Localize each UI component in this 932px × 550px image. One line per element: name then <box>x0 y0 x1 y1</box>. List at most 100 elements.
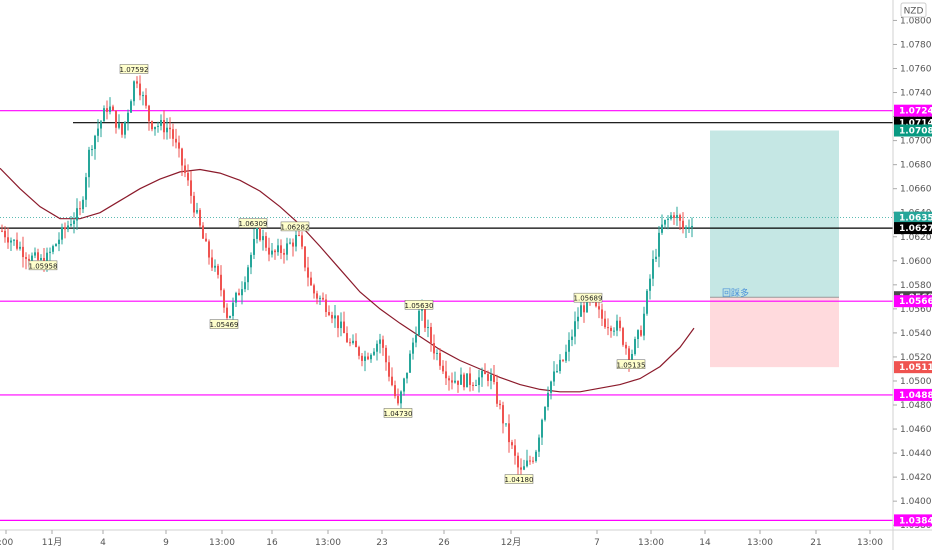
candle <box>664 219 666 229</box>
pivot-annotation: 1.04730 <box>384 408 412 418</box>
y-tick-label: 1.08000 <box>900 16 932 26</box>
position-loss-zone[interactable] <box>710 297 839 368</box>
candle <box>427 319 429 338</box>
candle <box>274 249 276 260</box>
candle <box>136 76 138 89</box>
candle <box>415 326 417 348</box>
pivot-annotation: 1.05958 <box>29 260 57 270</box>
candle <box>652 250 654 287</box>
candle <box>271 242 273 258</box>
price-axis-label: 1.05115 <box>894 361 932 374</box>
y-tick-label: 1.04200 <box>900 473 932 483</box>
svg-text:1.06309: 1.06309 <box>239 220 268 228</box>
candle <box>268 237 270 262</box>
candle <box>526 449 528 468</box>
candle <box>376 340 378 361</box>
candle <box>283 248 285 264</box>
candle <box>493 365 495 385</box>
candle <box>649 274 651 300</box>
svg-text:1.04180: 1.04180 <box>505 476 534 484</box>
y-tick-label: 1.07600 <box>900 65 932 75</box>
candle <box>118 114 120 130</box>
y-tick-label: 1.04800 <box>900 401 932 411</box>
y-tick-label: 1.05400 <box>900 329 932 339</box>
long-position-tool[interactable]: 回踩多 <box>710 130 839 368</box>
candle <box>334 305 336 328</box>
candle <box>304 246 306 272</box>
candle <box>559 354 561 374</box>
candle <box>121 122 123 138</box>
candle <box>349 338 351 347</box>
svg-text:1.05664: 1.05664 <box>899 297 932 307</box>
candle <box>259 225 261 242</box>
candle <box>439 348 441 370</box>
candle <box>286 237 288 261</box>
candle <box>25 252 27 270</box>
candle <box>622 326 624 347</box>
y-tick-label: 1.04600 <box>900 425 932 435</box>
candle <box>472 382 474 391</box>
candle <box>79 201 81 216</box>
candle <box>301 231 303 250</box>
candle <box>151 120 153 132</box>
candle <box>565 344 567 363</box>
candle <box>337 315 339 338</box>
price-axis-label: 1.05664 <box>894 295 932 308</box>
position-profit-zone[interactable] <box>710 130 839 298</box>
candle <box>574 311 576 345</box>
candle <box>181 147 183 177</box>
svg-text:1.03840: 1.03840 <box>899 516 932 526</box>
candle <box>55 243 57 247</box>
candle <box>163 110 165 140</box>
candle <box>691 217 693 238</box>
candle <box>619 316 621 332</box>
candle <box>682 212 684 234</box>
svg-text:1.07149: 1.07149 <box>899 119 932 129</box>
candle <box>190 170 192 204</box>
candle <box>211 249 213 271</box>
candle <box>7 227 9 249</box>
candle <box>358 345 360 360</box>
candle <box>172 123 174 147</box>
candle <box>403 377 405 396</box>
price-axis-label: 1.07084 <box>894 124 932 137</box>
candle <box>175 128 177 149</box>
svg-text:1.06282: 1.06282 <box>281 223 310 231</box>
candle <box>457 380 459 393</box>
candle <box>244 276 246 293</box>
candle <box>388 355 390 382</box>
y-tick-label: 1.05200 <box>900 353 932 363</box>
candle <box>397 388 399 406</box>
x-tick-label: 4 <box>100 538 106 548</box>
x-tick-label: 16 <box>266 538 278 548</box>
candle <box>688 219 690 233</box>
currency-badge[interactable] <box>900 2 927 18</box>
candle <box>454 371 456 384</box>
candle <box>469 367 471 392</box>
candle <box>610 325 612 338</box>
svg-text:1.06359: 1.06359 <box>899 214 932 224</box>
svg-text:1.05689: 1.05689 <box>574 295 603 303</box>
candle <box>52 244 54 255</box>
candle <box>643 306 645 341</box>
price-axis-label: 1.06359 <box>894 211 932 224</box>
candle <box>658 225 660 268</box>
candle <box>148 104 150 131</box>
price-axis-label: 1.04884 <box>894 388 932 401</box>
candle <box>667 215 669 230</box>
x-tick-label: 13:00 <box>638 538 664 548</box>
candle <box>571 329 573 347</box>
candle <box>292 238 294 257</box>
candle <box>325 294 327 318</box>
candle <box>19 241 21 251</box>
svg-text:1.05115: 1.05115 <box>899 363 932 373</box>
y-tick-label: 1.06800 <box>900 161 932 171</box>
candle <box>583 298 585 323</box>
candle <box>601 303 603 327</box>
candle <box>262 229 264 251</box>
price-axis[interactable]: 1.080001.078001.076001.074001.072001.070… <box>893 16 932 531</box>
candle <box>508 414 510 453</box>
candle <box>169 117 171 139</box>
time-axis[interactable]: :00 11月 4 9 13:00 16 13:00 23 26 12月 7 13:00 14 13:00… <box>0 530 883 548</box>
